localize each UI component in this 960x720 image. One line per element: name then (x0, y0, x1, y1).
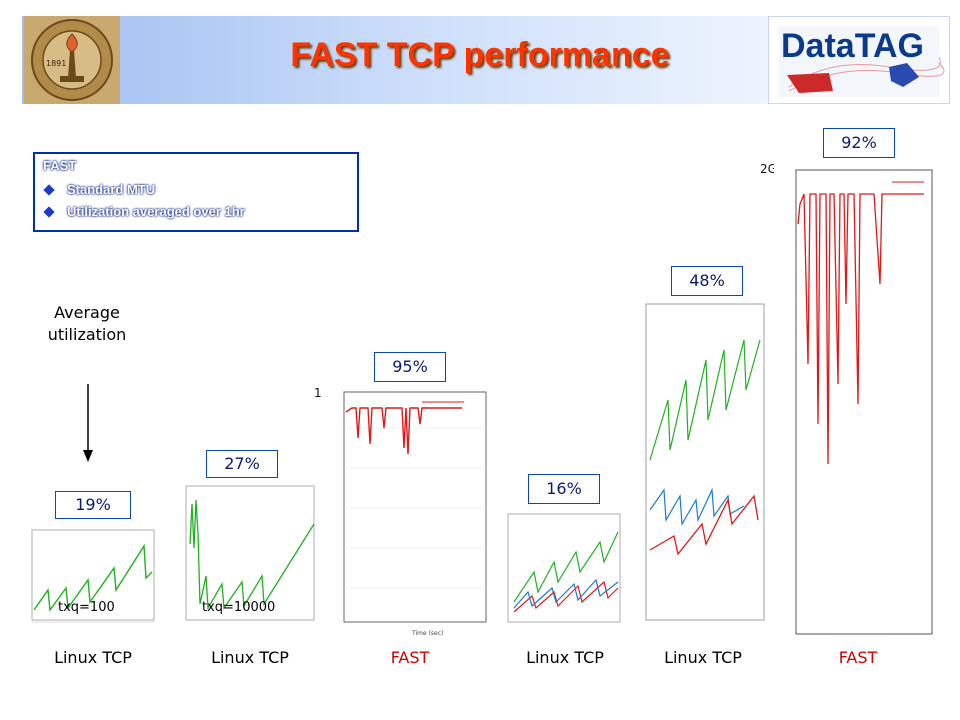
percent-box-4: 16% (528, 474, 600, 504)
bottom-label-5: Linux TCP (664, 648, 742, 667)
average-utilization-line2: utilization (47, 325, 127, 344)
graph-linux-16 (504, 512, 624, 630)
axis-label-2g: 2G (760, 162, 777, 176)
info-box: FAST Standard MTU Utilization averaged o… (33, 152, 359, 232)
average-utilization-line1: Average (54, 303, 120, 322)
bottom-label-2: Linux TCP (211, 648, 289, 667)
info-bullet-mtu: Standard MTU (43, 182, 155, 197)
down-arrow-icon (83, 384, 93, 462)
graph-linux-48 (624, 300, 766, 630)
txq-label-100: txq=100 (58, 600, 115, 615)
svg-text:Time (sec): Time (sec) (411, 630, 443, 637)
average-utilization-label: Average utilization (32, 302, 142, 346)
percent-box-2: 27% (206, 450, 278, 478)
caltech-seal-logo: 1891 (24, 16, 120, 104)
graph-fast-1g: Time (sec) (322, 388, 490, 642)
seal-year: 1891 (46, 59, 66, 68)
percent-box-1: 19% (55, 491, 131, 519)
diamond-bullet-icon (43, 206, 55, 218)
graph-linux-txq10000 (182, 484, 318, 628)
percent-box-3: 95% (374, 352, 446, 382)
graph-fast-2g (774, 164, 936, 646)
info-box-header: FAST (43, 158, 77, 173)
graph-linux-txq100 (28, 528, 158, 628)
info-bullet-utilization: Utilization averaged over 1hr (43, 204, 245, 219)
info-bullet-utilization-text: Utilization averaged over 1hr (67, 204, 245, 219)
diamond-bullet-icon (43, 184, 55, 196)
txq-label-10000: txq=10000 (202, 600, 276, 615)
bottom-label-3: FAST (390, 648, 430, 667)
percent-box-6: 92% (823, 128, 895, 158)
bottom-label-1: Linux TCP (54, 648, 132, 667)
datatag-logo-text: DataTAG (781, 27, 924, 65)
info-bullet-mtu-text: Standard MTU (67, 182, 156, 197)
percent-box-5: 48% (671, 266, 743, 296)
bottom-label-6: FAST (838, 648, 878, 667)
datatag-logo: DataTAG (768, 16, 950, 104)
slide-title: FAST TCP performance (290, 36, 670, 74)
bottom-label-4: Linux TCP (526, 648, 604, 667)
